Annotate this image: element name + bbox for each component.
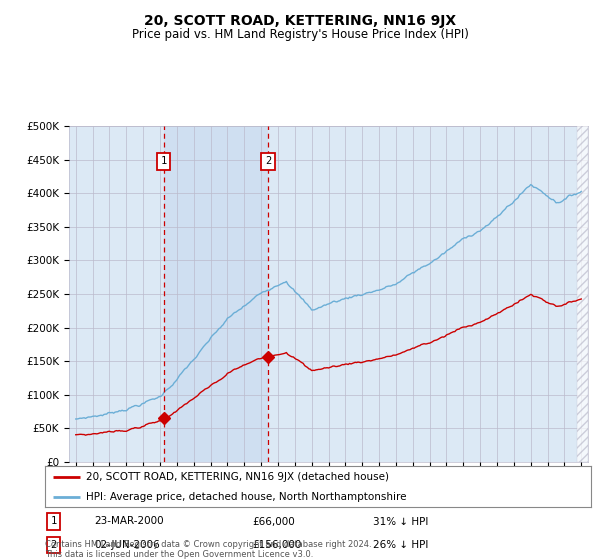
Text: 2: 2 (265, 156, 271, 166)
Bar (577, 126, 588, 462)
Text: HPI: Average price, detached house, North Northamptonshire: HPI: Average price, detached house, Nort… (86, 492, 406, 502)
Text: Price paid vs. HM Land Registry's House Price Index (HPI): Price paid vs. HM Land Registry's House … (131, 28, 469, 41)
Text: 23-MAR-2000: 23-MAR-2000 (94, 516, 164, 526)
Text: 1: 1 (50, 516, 57, 526)
Text: 2: 2 (50, 540, 57, 550)
Text: 1: 1 (161, 156, 167, 166)
Text: Contains HM Land Registry data © Crown copyright and database right 2024.
This d: Contains HM Land Registry data © Crown c… (45, 540, 371, 559)
Text: 31% ↓ HPI: 31% ↓ HPI (373, 516, 428, 526)
Text: 26% ↓ HPI: 26% ↓ HPI (373, 540, 428, 550)
Text: 02-JUN-2006: 02-JUN-2006 (94, 540, 160, 550)
Text: £156,000: £156,000 (253, 540, 302, 550)
Bar (164, 126, 268, 462)
Text: 20, SCOTT ROAD, KETTERING, NN16 9JX (detached house): 20, SCOTT ROAD, KETTERING, NN16 9JX (det… (86, 472, 389, 482)
Text: £66,000: £66,000 (253, 516, 295, 526)
Text: 20, SCOTT ROAD, KETTERING, NN16 9JX: 20, SCOTT ROAD, KETTERING, NN16 9JX (144, 14, 456, 28)
